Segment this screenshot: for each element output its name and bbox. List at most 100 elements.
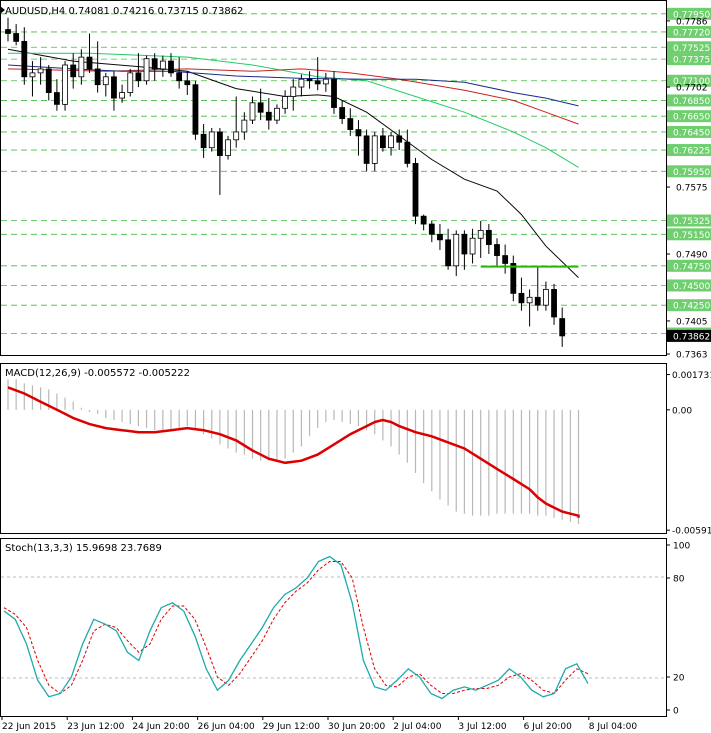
- macd-signal-line: [7, 386, 580, 518]
- price-tick-label: 0.7786: [676, 17, 708, 27]
- candle-body: [494, 244, 500, 256]
- candle-body: [445, 239, 452, 267]
- candle-body: [559, 318, 566, 337]
- level-tag: [667, 7, 711, 20]
- candle-body: [102, 76, 109, 86]
- level-tag: [667, 110, 711, 123]
- level-tag: [667, 165, 711, 178]
- candle-body: [322, 78, 329, 85]
- candle-body: [363, 135, 370, 164]
- candle-body: [78, 56, 85, 78]
- candle-body: [551, 289, 557, 318]
- candle-body: [216, 131, 223, 156]
- candle-body: [45, 68, 52, 93]
- candle-body: [233, 131, 240, 141]
- candle-body: [502, 255, 509, 264]
- price-tick-label: 0.7575: [676, 184, 708, 194]
- level-tag: [667, 94, 711, 107]
- candle-body: [159, 60, 166, 70]
- stoch-panel: 100 80 20 0 Stoch(13,3,3) 15.9698 23.7689: [0, 538, 690, 717]
- price-tick-label: 0.7405: [676, 317, 708, 327]
- candle-body: [5, 29, 11, 34]
- level-tag: [667, 299, 711, 312]
- time-tick-label: 22 Jun 2015: [2, 722, 56, 732]
- moving-average-line: [7, 68, 579, 125]
- candle-body: [151, 58, 158, 70]
- candle-body: [94, 68, 101, 86]
- level-label: 0.77375: [673, 56, 710, 66]
- macd-histogram: [7, 379, 580, 524]
- level-label: 0.75950: [673, 168, 710, 178]
- level-tag: [667, 144, 711, 157]
- level-label: 0.74250: [673, 302, 710, 312]
- stoch-axis: 100 80 20 0: [666, 542, 690, 717]
- candle-body: [461, 233, 468, 255]
- stoch-tick-label: 0: [673, 707, 679, 717]
- level-tag: [667, 228, 711, 241]
- candle-body: [526, 296, 533, 304]
- candle-body: [388, 135, 394, 149]
- candle-body: [29, 72, 36, 78]
- level-label: 0.77720: [673, 28, 710, 38]
- time-tick-label: 8 Jul 04:00: [589, 722, 638, 732]
- candle-body: [371, 135, 378, 164]
- candle-body: [143, 58, 150, 82]
- stoch-signal-line: [3, 561, 589, 695]
- current-price-label: 0.73862: [673, 332, 710, 342]
- candle-body: [412, 163, 419, 217]
- price-tick-label: 0.7702: [676, 84, 708, 94]
- candle-body: [331, 78, 337, 108]
- candle-body: [13, 33, 20, 42]
- time-tick-label: 24 Jun 20:00: [132, 722, 189, 732]
- candle-body: [119, 92, 125, 99]
- candle-body: [257, 102, 264, 113]
- level-label: 0.74500: [673, 282, 710, 292]
- candle-body: [404, 141, 411, 164]
- candle-body: [265, 111, 272, 121]
- time-tick-label: 3 Jul 12:00: [458, 722, 507, 732]
- level-label: 0.76450: [673, 128, 710, 138]
- candle-body: [510, 263, 517, 294]
- time-tick-label: 30 Jun 20:00: [328, 722, 385, 732]
- level-tag: [667, 41, 711, 54]
- candle-body: [347, 118, 354, 130]
- candle-body: [135, 72, 142, 82]
- chart-title-icon: [0, 6, 5, 14]
- level-label: 0.76650: [673, 113, 710, 123]
- time-tick-label: 6 Jul 20:00: [524, 722, 573, 732]
- candle-body: [428, 223, 435, 235]
- candle-body: [241, 119, 248, 133]
- candle-body: [37, 68, 44, 74]
- time-axis: 22 Jun 2015 23 Jun 12:00 24 Jun 20:00 26 Ju…: [1, 716, 638, 732]
- time-tick-label: 2 Jul 04:00: [393, 722, 442, 732]
- candle-body: [208, 131, 215, 149]
- candle-body: [453, 233, 460, 267]
- candle-body: [225, 139, 231, 156]
- candle-body: [518, 292, 525, 304]
- candle-body: [282, 96, 289, 109]
- candle-body: [62, 64, 68, 105]
- level-label: 0.77525: [673, 44, 710, 54]
- price-axis: 0.7786 0.7702 0.7575 0.7490 0.7405 0.7363: [666, 17, 708, 361]
- level-tag: [667, 259, 711, 272]
- level-label: 0.75150: [673, 231, 710, 241]
- candle-body: [477, 229, 484, 239]
- candle-body: [21, 40, 28, 78]
- candle-body: [184, 80, 191, 86]
- candle-body: [314, 80, 321, 85]
- time-tick-label: 29 Jun 12:00: [263, 722, 320, 732]
- level-label: 0.75325: [673, 217, 710, 227]
- candle-body: [420, 215, 427, 225]
- candle-body: [168, 60, 174, 74]
- macd-title: MACD(12,26,9) -0.005572 -0.005222: [5, 368, 190, 379]
- macd-axis: 0.001731 0.00 -0.005919: [666, 371, 711, 537]
- main-panel: 0.77950 0.77720 0.77525 0.77375 0.77100 0.768…: [0, 0, 711, 361]
- macd-panel: 0.001731 0.00 -0.005919 MACD(12,26,9) -0.0…: [0, 363, 711, 537]
- level-tag: [667, 53, 711, 66]
- candle-body: [306, 78, 313, 82]
- candle-body: [290, 86, 297, 97]
- candle-body: [200, 133, 207, 149]
- candle-body: [86, 56, 93, 70]
- candle-body: [339, 107, 346, 119]
